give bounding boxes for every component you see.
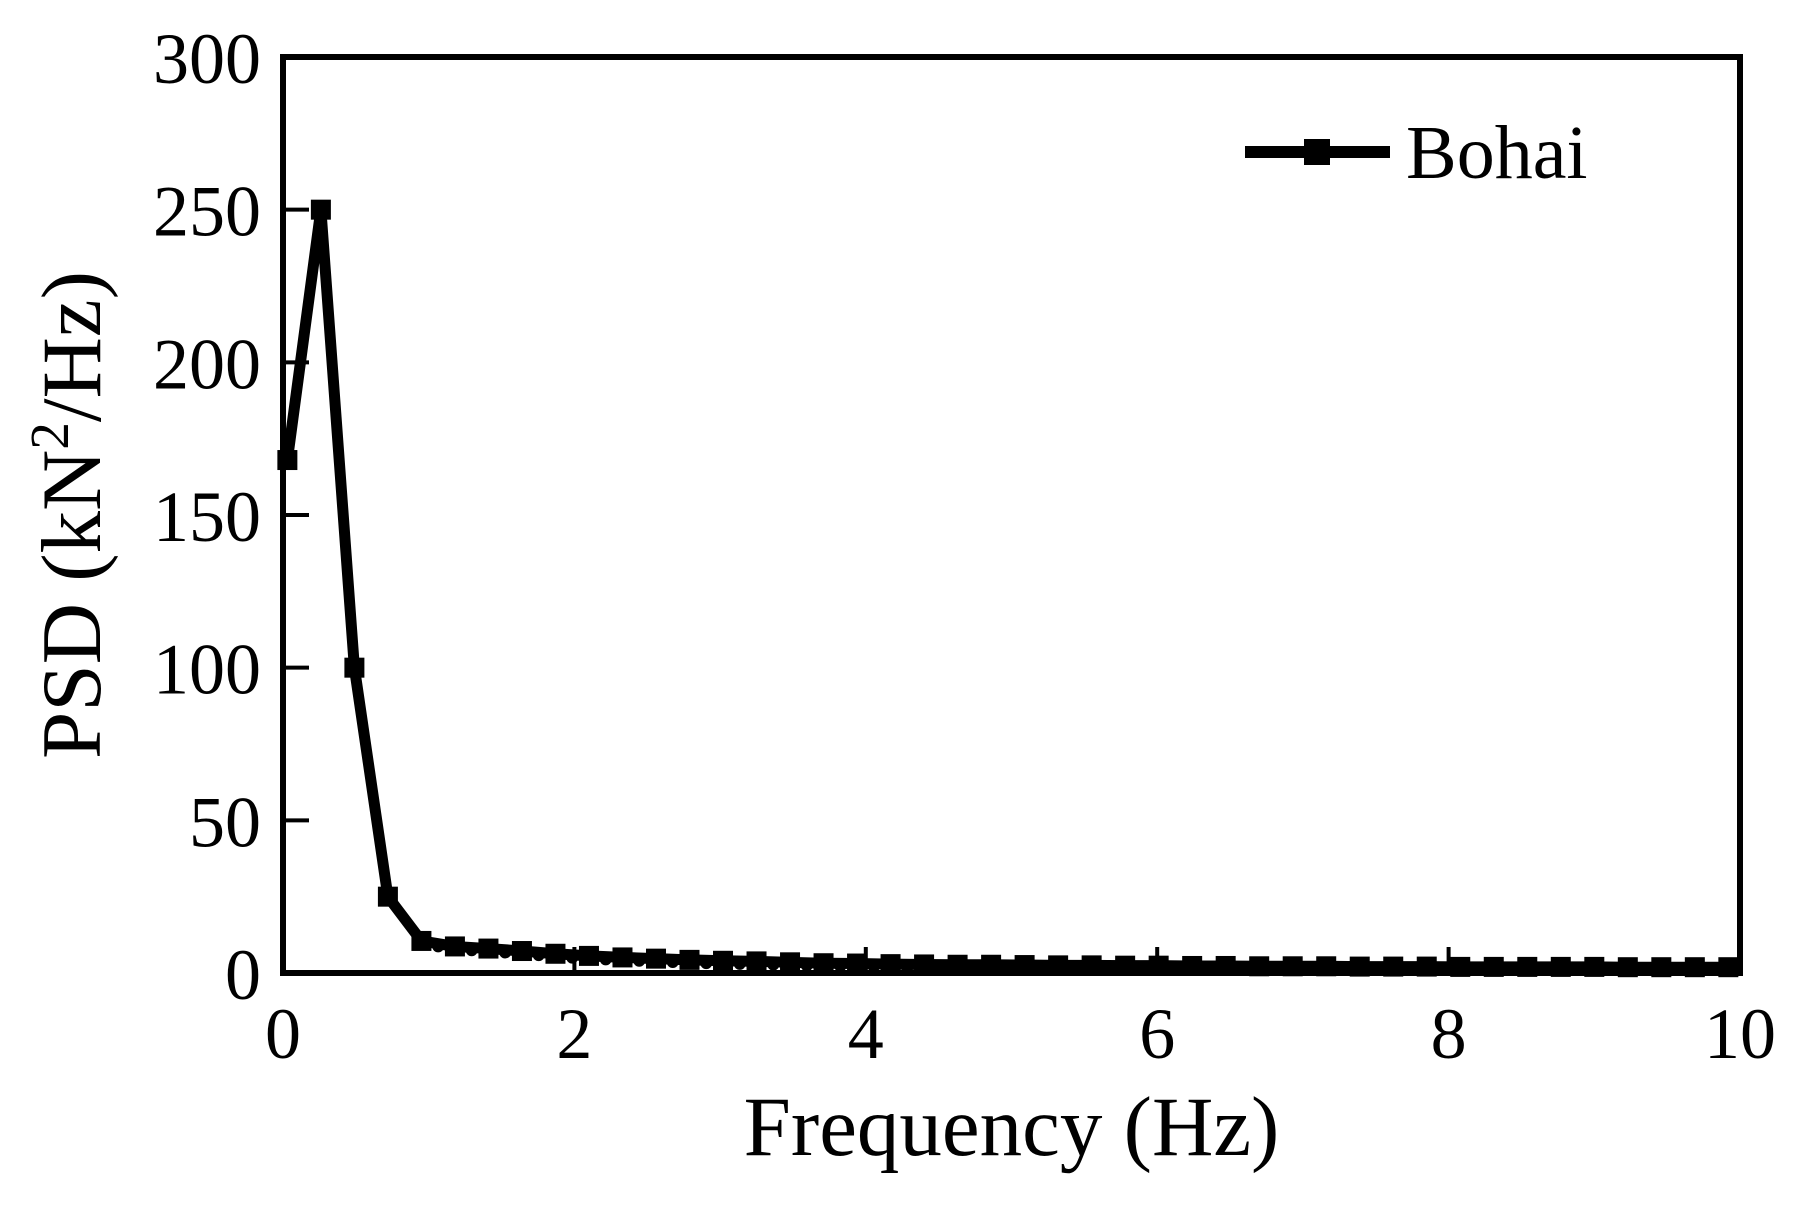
series-marker — [478, 938, 499, 959]
y-tick-label: 0 — [225, 935, 261, 1015]
series-sub-marker — [465, 944, 478, 957]
series-marker — [310, 199, 331, 220]
y-tick-label: 300 — [153, 19, 261, 99]
legend-marker — [1304, 139, 1330, 165]
series-sub-marker — [666, 956, 679, 969]
series-sub-marker — [432, 940, 445, 953]
series-marker — [780, 952, 801, 973]
series-sub-marker — [834, 960, 847, 973]
series-sub-marker — [633, 954, 646, 967]
series-marker — [511, 941, 532, 962]
series-sub-marker — [733, 957, 746, 970]
series-marker — [847, 953, 868, 974]
x-tick-label: 6 — [1139, 994, 1175, 1074]
series-sub-marker — [800, 959, 813, 972]
y-tick-label: 100 — [153, 630, 261, 710]
series-line — [281, 204, 1729, 973]
y-axis-title: PSD (kN2/Hz) — [19, 271, 119, 759]
x-tick-label: 4 — [848, 994, 884, 1074]
series-marker — [746, 951, 767, 972]
series-marker — [612, 947, 633, 968]
y-tick-label: 200 — [153, 324, 261, 404]
series-marker — [947, 954, 968, 975]
series-marker — [578, 945, 599, 966]
series-marker — [880, 954, 901, 975]
x-tick-label: 2 — [556, 994, 592, 1074]
series-sub-marker — [499, 946, 512, 959]
x-tick-label: 8 — [1431, 994, 1467, 1074]
y-tick-label: 150 — [153, 477, 261, 557]
series-sub-marker — [532, 949, 545, 962]
series-sub-marker — [700, 957, 713, 970]
x-axis-title: Frequency (Hz) — [744, 1080, 1280, 1174]
series-sub-marker — [566, 951, 579, 964]
series-marker — [411, 930, 432, 951]
series-marker — [813, 953, 834, 974]
series-marker — [713, 950, 734, 971]
series-sub-marker — [767, 958, 780, 971]
series-marker — [444, 936, 465, 957]
y-tick-label: 250 — [153, 172, 261, 252]
series-marker — [377, 886, 398, 907]
series-marker — [344, 657, 365, 678]
x-tick-label: 0 — [265, 994, 301, 1074]
x-tick-label: 10 — [1704, 994, 1776, 1074]
plot-border — [280, 54, 1743, 976]
series-sub-marker — [599, 953, 612, 966]
series-marker — [679, 949, 700, 970]
series-marker — [914, 954, 935, 975]
legend-label: Bohai — [1406, 111, 1588, 195]
series-sub-marker — [867, 960, 880, 973]
series-marker — [981, 954, 1002, 975]
series-marker — [645, 948, 666, 969]
y-tick-label: 50 — [189, 782, 261, 862]
series-marker — [545, 943, 566, 964]
